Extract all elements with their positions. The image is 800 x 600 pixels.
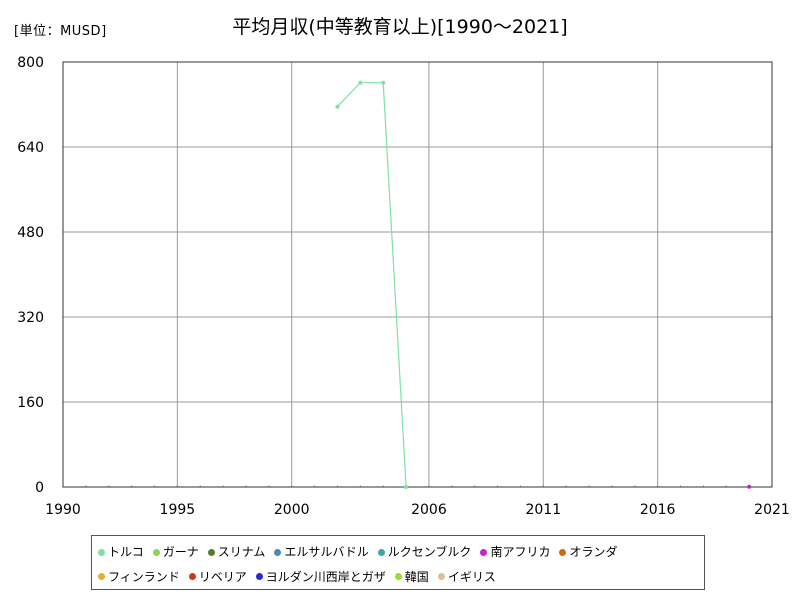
y-tick-label: 160 bbox=[17, 395, 44, 411]
legend-item: スリナム bbox=[207, 540, 266, 565]
legend-marker-icon bbox=[188, 573, 196, 581]
legend-marker-icon bbox=[274, 548, 282, 556]
legend-marker-icon bbox=[394, 573, 402, 581]
data-point bbox=[381, 80, 386, 85]
legend-label: トルコ bbox=[108, 545, 144, 560]
y-tick-label: 480 bbox=[17, 225, 44, 241]
legend-item: フィンランド bbox=[98, 565, 180, 590]
legend-item: エルサルバドル bbox=[274, 540, 369, 565]
legend-item: トルコ bbox=[98, 540, 144, 565]
legend-label: オランダ bbox=[569, 545, 618, 560]
chart-title: 平均月収(中等教育以上)[1990～2021] bbox=[232, 16, 568, 38]
legend-item: リベリア bbox=[188, 565, 247, 590]
legend-marker-icon bbox=[480, 548, 488, 556]
legend-label: ヨルダン川西岸とガザ bbox=[265, 569, 386, 584]
legend-marker-icon bbox=[98, 548, 105, 556]
legend-item: オランダ bbox=[559, 540, 617, 565]
x-tick-label: 2000 bbox=[274, 502, 310, 518]
legend-item: 南アフリカ bbox=[480, 540, 550, 565]
y-axis-ticks: 0 160 320 480 640 800 bbox=[17, 55, 44, 496]
legend-label: ルクセンブルク bbox=[387, 545, 472, 560]
x-tick-label: 2021 bbox=[754, 502, 790, 518]
legend-marker-icon bbox=[377, 548, 385, 556]
plot-frame bbox=[62, 61, 773, 488]
legend-label: フィンランド bbox=[108, 569, 180, 584]
legend-label: スリナム bbox=[217, 545, 266, 560]
legend-item: 韓国 bbox=[394, 565, 429, 590]
data-point bbox=[747, 484, 752, 489]
legend-label: リベリア bbox=[198, 569, 247, 584]
x-tick-label: 2011 bbox=[525, 502, 561, 518]
legend-label: エルサルバドル bbox=[284, 545, 369, 560]
data-point bbox=[404, 485, 409, 489]
y-tick-label: 640 bbox=[17, 140, 44, 156]
legend-label: 韓国 bbox=[404, 569, 429, 584]
legend-marker-icon bbox=[152, 548, 160, 556]
x-axis-ticks: 1990 1995 2000 2006 2011 2016 2021 bbox=[45, 502, 790, 518]
series-0 bbox=[335, 80, 409, 489]
legend-label: ガーナ bbox=[162, 545, 199, 560]
y-tick-label: 320 bbox=[17, 310, 44, 326]
legend-label: イギリス bbox=[447, 569, 496, 584]
grid-lines bbox=[62, 61, 773, 488]
series-5 bbox=[747, 484, 752, 489]
legend-marker-icon bbox=[207, 548, 215, 556]
legend-item: ガーナ bbox=[152, 540, 199, 565]
legend-item: イギリス bbox=[437, 565, 496, 590]
series-line bbox=[337, 82, 407, 488]
data-point bbox=[335, 104, 340, 109]
data-point bbox=[358, 80, 363, 85]
unit-label: [単位：MUSD] bbox=[14, 24, 107, 39]
legend-marker-icon bbox=[255, 573, 263, 581]
legend: トルコ ガーナ スリナム エルサルバドル ルクセンブルク 南アフリカ オランダフィンランド リ… bbox=[91, 535, 705, 590]
y-tick-label: 800 bbox=[17, 55, 44, 71]
series-layer bbox=[335, 80, 752, 489]
x-tick-label: 1995 bbox=[160, 502, 196, 518]
legend-marker-icon bbox=[98, 573, 105, 581]
legend-label: 南アフリカ bbox=[490, 545, 551, 560]
x-tick-label: 1990 bbox=[45, 502, 81, 518]
x-tick-label: 2006 bbox=[411, 502, 447, 518]
y-tick-label: 0 bbox=[35, 480, 44, 496]
legend-marker-icon bbox=[437, 573, 445, 581]
legend-item: ルクセンブルク bbox=[377, 540, 472, 565]
legend-item: ヨルダン川西岸とガザ bbox=[255, 565, 386, 590]
legend-marker-icon bbox=[559, 548, 567, 556]
x-tick-label: 2016 bbox=[640, 502, 676, 518]
